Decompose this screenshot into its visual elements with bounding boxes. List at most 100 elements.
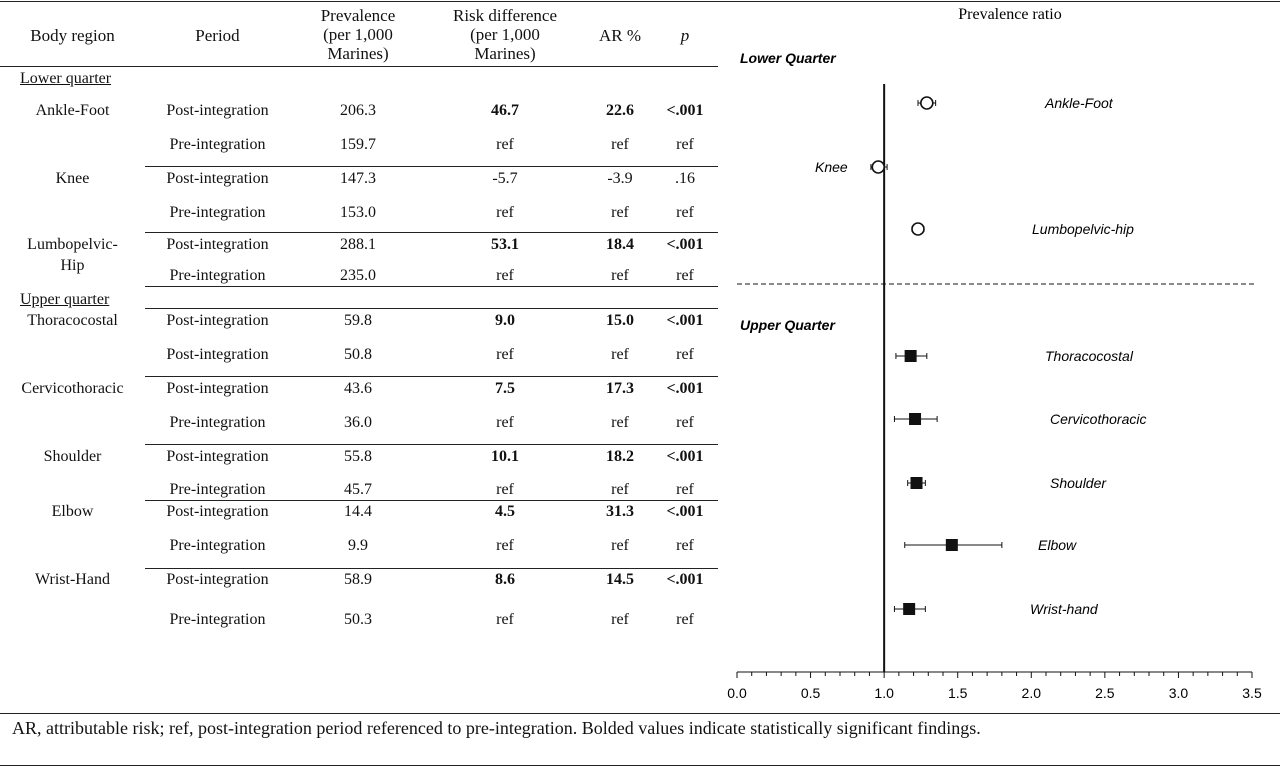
row-risk-difference: 53.1 bbox=[491, 236, 519, 253]
row-p-value: <.001 bbox=[666, 102, 704, 119]
row-period: Pre-integration bbox=[169, 267, 266, 284]
row-p-value: <.001 bbox=[666, 380, 704, 397]
row-risk-difference: ref bbox=[496, 204, 514, 221]
row-risk-difference: 46.7 bbox=[491, 102, 519, 119]
row-period: Post-integration bbox=[166, 312, 269, 329]
row-separator bbox=[145, 376, 718, 377]
row-separator bbox=[145, 308, 718, 309]
row-period: Post-integration bbox=[166, 571, 269, 588]
row-period: Pre-integration bbox=[169, 414, 266, 431]
row-risk-difference: ref bbox=[496, 537, 514, 554]
x-tick-label: 1.5 bbox=[948, 685, 968, 701]
row-period: Post-integration bbox=[166, 170, 269, 187]
forest-plot: Prevalence ratio Lower Quarter Upper Quart… bbox=[727, 6, 1262, 701]
row-region-label: Knee bbox=[55, 170, 90, 187]
row-ar: ref bbox=[611, 136, 629, 153]
row-prevalence: 50.3 bbox=[344, 611, 372, 628]
point-label: Cervicothoracic bbox=[1050, 411, 1146, 427]
point-marker bbox=[909, 413, 922, 425]
row-p-value: ref bbox=[676, 346, 694, 363]
row-p-value: <.001 bbox=[666, 236, 704, 253]
row-ar: 14.5 bbox=[606, 571, 634, 588]
row-ar: ref bbox=[611, 611, 629, 628]
row-p-value: ref bbox=[676, 267, 694, 284]
chart-title: Prevalence ratio bbox=[958, 6, 1062, 23]
row-period: Pre-integration bbox=[169, 481, 266, 498]
row-p-value: <.001 bbox=[666, 448, 704, 465]
row-risk-difference: ref bbox=[496, 611, 514, 628]
row-prevalence: 50.8 bbox=[344, 346, 372, 363]
point-marker bbox=[903, 603, 916, 615]
row-period: Post-integration bbox=[166, 380, 269, 397]
group-label-lower-quarter: Lower Quarter bbox=[740, 50, 837, 66]
row-prevalence: 59.8 bbox=[344, 312, 372, 329]
row-prevalence: 14.4 bbox=[344, 503, 372, 520]
header-rule bbox=[0, 66, 718, 67]
group-label-upper-quarter: Upper Quarter bbox=[740, 317, 836, 333]
row-p-value: ref bbox=[676, 204, 694, 221]
row-ar: 17.3 bbox=[606, 380, 634, 397]
point-marker bbox=[871, 160, 886, 174]
row-period: Pre-integration bbox=[169, 537, 266, 554]
row-p-value: ref bbox=[676, 481, 694, 498]
row-prevalence: 55.8 bbox=[344, 448, 372, 465]
row-prevalence: 206.3 bbox=[340, 102, 376, 119]
row-prevalence: 159.7 bbox=[340, 136, 376, 153]
row-ar: ref bbox=[611, 267, 629, 284]
row-prevalence: 153.0 bbox=[340, 204, 376, 221]
row-region-label: Cervicothoracic bbox=[21, 380, 124, 397]
header-rd-line1: Risk difference bbox=[452, 6, 557, 25]
row-risk-difference: ref bbox=[496, 267, 514, 284]
row-p-value: <.001 bbox=[666, 312, 704, 329]
row-risk-difference: 10.1 bbox=[491, 448, 519, 465]
row-period: Pre-integration bbox=[169, 136, 266, 153]
row-ar: ref bbox=[611, 346, 629, 363]
row-risk-difference: ref bbox=[496, 136, 514, 153]
row-separator bbox=[145, 568, 718, 569]
row-region-label: Wrist-Hand bbox=[35, 571, 110, 588]
row-separator bbox=[145, 166, 718, 167]
row-separator bbox=[145, 286, 718, 287]
row-risk-difference: ref bbox=[496, 414, 514, 431]
point-marker bbox=[904, 350, 917, 362]
x-tick-label: 2.5 bbox=[1095, 685, 1115, 701]
row-ar: ref bbox=[611, 481, 629, 498]
row-region-label-cont: Hip bbox=[60, 257, 85, 274]
point-label: Shoulder bbox=[1050, 475, 1107, 491]
point-label: Lumbopelvic-hip bbox=[1032, 221, 1134, 237]
row-risk-difference: ref bbox=[496, 481, 514, 498]
row-period: Pre-integration bbox=[169, 611, 266, 628]
row-period: Post-integration bbox=[166, 503, 269, 520]
point-label: Elbow bbox=[1038, 537, 1077, 553]
row-separator bbox=[145, 232, 718, 233]
x-tick-label: 3.5 bbox=[1242, 685, 1262, 701]
row-region-label: Elbow bbox=[51, 503, 94, 520]
header-p: p bbox=[680, 26, 690, 45]
header-prevalence-line2: (per 1,000 bbox=[323, 25, 393, 44]
row-period: Post-integration bbox=[166, 102, 269, 119]
row-prevalence: 288.1 bbox=[340, 236, 376, 253]
header-rd-line2: (per 1,000 bbox=[470, 25, 540, 44]
row-prevalence: 9.9 bbox=[348, 537, 368, 554]
point-label: Ankle-Foot bbox=[1044, 95, 1114, 111]
row-risk-difference: 8.6 bbox=[495, 571, 515, 588]
top-rule bbox=[0, 1, 1280, 2]
point-marker bbox=[920, 96, 934, 110]
row-p-value: ref bbox=[676, 537, 694, 554]
row-region-label: Lumbopelvic- bbox=[27, 236, 118, 253]
section-upper-quarter: Upper quarter bbox=[20, 291, 110, 308]
row-ar: 18.2 bbox=[606, 448, 634, 465]
header-prevalence-line3: Marines) bbox=[327, 44, 389, 63]
point-marker bbox=[911, 222, 925, 236]
table-bottom-rule bbox=[0, 713, 1280, 714]
row-ar: 22.6 bbox=[606, 102, 634, 119]
header-prevalence: Prevalence (per 1,000 Marines) bbox=[298, 6, 418, 63]
header-period: Period bbox=[195, 26, 240, 45]
row-p-value: ref bbox=[676, 611, 694, 628]
footnote-bottom-rule bbox=[0, 765, 1280, 766]
x-tick-label: 1.0 bbox=[874, 685, 894, 701]
row-ar: ref bbox=[611, 537, 629, 554]
x-tick-label: 0.0 bbox=[727, 685, 747, 701]
row-ar: ref bbox=[611, 204, 629, 221]
point-marker bbox=[910, 477, 923, 489]
